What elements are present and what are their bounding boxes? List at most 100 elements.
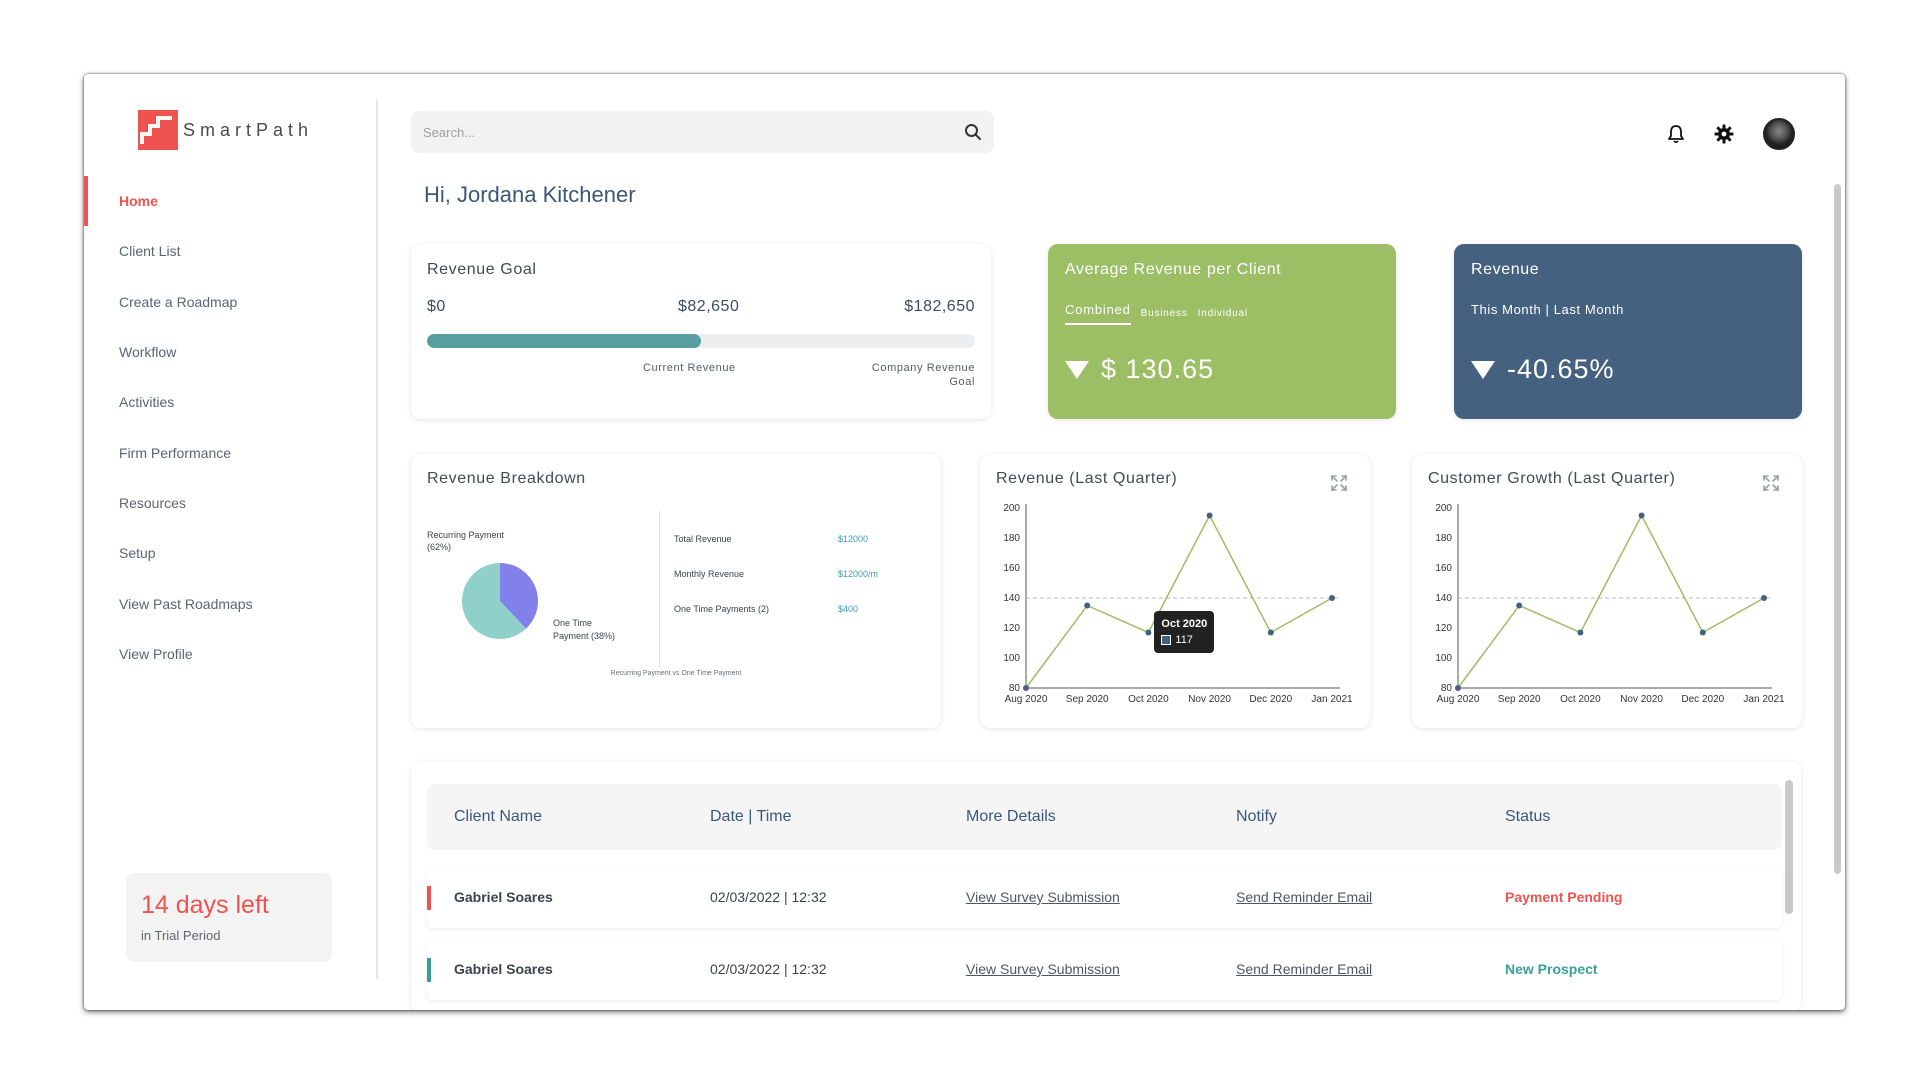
recurring-label: Recurring Payment (62%) [427,530,504,552]
current-revenue-caption: Current Revenue [643,362,736,374]
col-status[interactable]: Status [1505,808,1551,825]
data-point[interactable] [1455,685,1461,691]
expand-icon[interactable] [1330,474,1348,492]
tab-individual[interactable]: Individual [1197,308,1248,319]
sidebar-item-label: Resources [119,494,186,511]
x-tick-label: Nov 2020 [1620,694,1663,705]
sidebar-item-label: Firm Performance [119,444,232,461]
data-point[interactable] [1577,629,1584,636]
col-more-details[interactable]: More Details [966,808,1056,825]
revenue-line-chart: 80 100 120 140 160 180 200 Aug 2020 Sep 2020 Oct … [1003,503,1353,705]
y-tick-label: 100 [1003,653,1020,664]
table-row[interactable]: Gabriel Soares 02/03/2022 | 12:32 View S… [427,868,1782,928]
clients-table: Client Name Date | Time More Details Not… [411,762,1801,1010]
client-name: Gabriel Soares [454,961,553,977]
avatar[interactable] [1763,118,1795,150]
sidebar-item-label: Client List [119,243,181,260]
sidebar: SmartPath Home Client List Create a Road… [84,74,378,1010]
bell-icon[interactable] [1661,119,1691,149]
table-header: Client Name Date | Time More Details Not… [427,784,1782,850]
revenue-goal-card: Revenue Goal $0 $82,650 $182,650 Current… [411,244,991,419]
breakdown-row-value: $12000 [838,534,869,544]
y-tick-label: 80 [1441,683,1453,694]
col-notify[interactable]: Notify [1236,808,1277,825]
sidebar-item-firm-performance[interactable]: Firm Performance [84,427,374,477]
tab-combined[interactable]: Combined [1065,302,1131,325]
data-point[interactable] [1206,512,1213,519]
send-reminder-link[interactable]: Send Reminder Email [1236,961,1373,977]
customer-growth-line-chart: 80 100 120 140 160 180 200 Aug 2020 Sep 2020 Oct … [1435,503,1785,705]
x-tick-label: Oct 2020 [1560,694,1601,705]
revenue-card: Revenue This Month | Last Month -40.65% [1454,244,1802,419]
y-tick-label: 160 [1435,563,1452,574]
breakdown-row-value: $12000/m [838,569,879,579]
revenue-quarter-card: Revenue (Last Quarter) 80 100 120 140 160 180… [980,454,1370,728]
row-datetime: 02/03/2022 | 12:32 [710,889,827,905]
trial-banner[interactable]: 14 days left in Trial Period [126,873,332,962]
data-point[interactable] [1329,595,1335,601]
goal-caption: Company Revenue Goal [872,362,975,388]
tooltip-value: 117 [1175,633,1193,646]
data-point[interactable] [1084,602,1091,609]
send-reminder-link[interactable]: Send Reminder Email [1236,889,1373,905]
breakdown-row-label: Total Revenue [674,534,732,544]
breakdown-row-label: One Time Payments (2) [674,604,770,614]
pie-slice-one-time-payment[interactable] [500,563,538,629]
y-tick-label: 120 [1003,623,1020,634]
sidebar-item-workflow[interactable]: Workflow [84,327,374,377]
page-title: Hi, Jordana Kitchener [424,182,636,207]
table-row[interactable]: Gabriel Soares 02/03/2022 | 12:32 View S… [427,940,1782,1000]
sidebar-item-view-past-roadmaps[interactable]: View Past Roadmaps [84,578,374,628]
sidebar-item-setup[interactable]: Setup [84,528,374,578]
header-actions [1661,118,1795,150]
x-tick-label: Aug 2020 [1005,694,1048,705]
data-point[interactable] [1267,629,1274,636]
data-point[interactable] [1699,629,1706,636]
goal-caption-line1: Company Revenue [871,362,975,374]
sidebar-item-activities[interactable]: Activities [84,377,374,427]
search-input[interactable] [423,124,964,140]
search-icon[interactable] [964,123,982,141]
table-scrollbar[interactable] [1785,780,1793,914]
data-point[interactable] [1023,685,1029,691]
col-date-time[interactable]: Date | Time [710,808,792,825]
gear-icon[interactable] [1709,119,1739,149]
tab-business[interactable]: Business [1140,308,1188,319]
pie-slice-recurring-payment[interactable] [462,563,527,639]
breakdown-divider [659,510,660,668]
data-point[interactable] [1638,512,1645,519]
page-scrollbar[interactable] [1834,184,1841,874]
row-accent [427,886,431,910]
data-point[interactable] [1516,602,1523,609]
sidebar-item-home[interactable]: Home [84,176,374,227]
revenue-progress-bar [427,334,975,348]
x-tick-label: Jan 2021 [1743,694,1785,705]
y-tick-label: 180 [1435,533,1452,544]
breakdown-row-label: Monthly Revenue [674,569,745,579]
logo-mark-icon [138,110,178,150]
col-client-name[interactable]: Client Name [454,808,543,825]
tab-this-last-month[interactable]: This Month | Last Month [1471,302,1625,317]
data-point[interactable] [1761,595,1767,601]
chart-tooltip: Oct 2020 117 [1154,610,1215,653]
sidebar-item-client-list[interactable]: Client List [84,226,374,276]
view-survey-link[interactable]: View Survey Submission [966,961,1120,977]
sidebar-item-resources[interactable]: Resources [84,478,374,528]
y-tick-label: 180 [1003,533,1020,544]
x-tick-label: Aug 2020 [1437,694,1480,705]
logo[interactable]: SmartPath [138,110,313,150]
revenue-progress-fill [427,334,701,348]
tooltip-swatch [1161,634,1172,645]
data-point[interactable] [1145,629,1152,636]
sidebar-item-create-roadmap[interactable]: Create a Roadmap [84,277,374,327]
sidebar-item-view-profile[interactable]: View Profile [84,629,374,679]
row-accent [427,958,431,982]
expand-icon[interactable] [1762,474,1780,492]
view-survey-link[interactable]: View Survey Submission [966,889,1120,905]
y-tick-label: 140 [1435,593,1452,604]
sidebar-item-label: Setup [119,545,156,562]
x-tick-label: Dec 2020 [1249,694,1292,705]
sidebar-item-label: Workflow [119,344,177,361]
recurring-label-line2: (62%) [427,542,452,552]
customer-growth-title: Customer Growth (Last Quarter) [1428,470,1676,487]
